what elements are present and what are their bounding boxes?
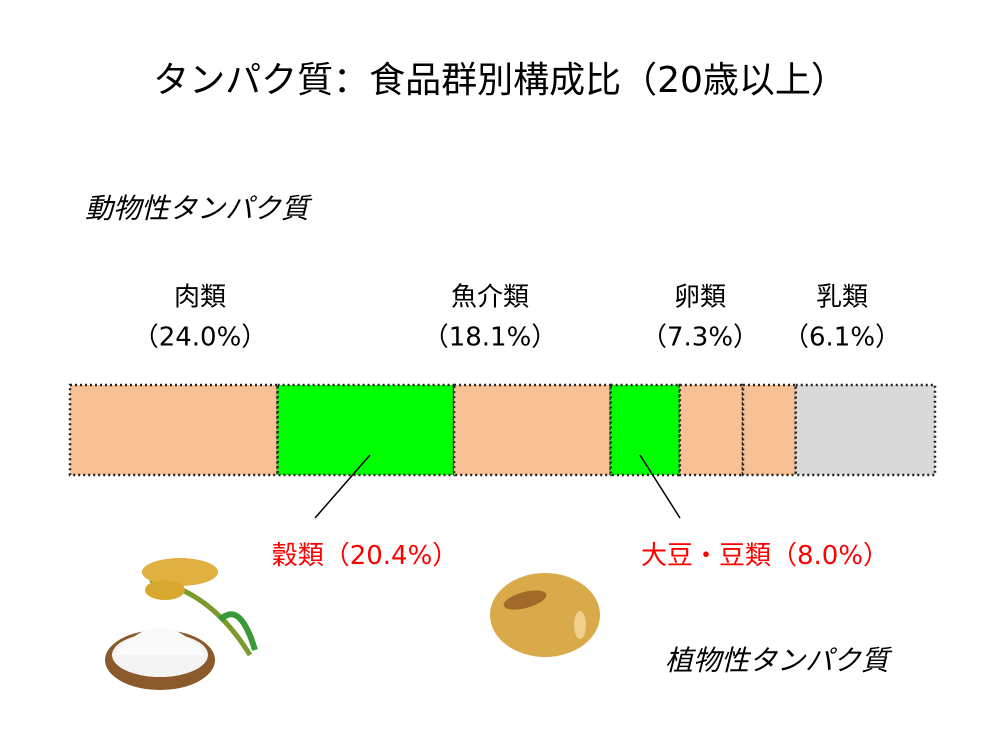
bar-segment [609, 383, 682, 477]
bar-segment [68, 383, 279, 477]
leader-line [639, 454, 681, 519]
value-label: （8.0%） [771, 541, 889, 571]
value-label: （7.3%） [641, 323, 759, 353]
value-label: （18.1%） [423, 323, 558, 353]
category-label: 魚介類 [451, 283, 529, 313]
bar-segment [794, 383, 937, 477]
value-label: （20.4%） [324, 541, 459, 571]
soybean-illustration [490, 573, 600, 657]
bar-segment [452, 383, 612, 477]
bar-segment [678, 383, 745, 477]
bar-segment [276, 383, 456, 477]
category-name: 大豆・豆類 [641, 541, 771, 571]
group-label: 動物性タンパク質 [85, 192, 313, 225]
category-label: 卵類 [674, 283, 726, 313]
category-label: 肉類 [174, 283, 226, 313]
bar-segment [741, 383, 797, 477]
value-label: （6.1%） [783, 323, 901, 353]
leader-line [314, 454, 371, 519]
category-label: 大豆・豆類（8.0%） [641, 541, 889, 571]
category-label: 乳類 [816, 283, 868, 313]
group-label: 植物性タンパク質 [665, 644, 893, 677]
value-label: （24.0%） [133, 323, 268, 353]
category-label: 穀類（20.4%） [272, 541, 459, 571]
rice-illustration [105, 558, 258, 690]
category-name: 穀類 [272, 541, 324, 571]
title: タンパク質：食品群別構成比（20歳以上） [153, 60, 847, 101]
